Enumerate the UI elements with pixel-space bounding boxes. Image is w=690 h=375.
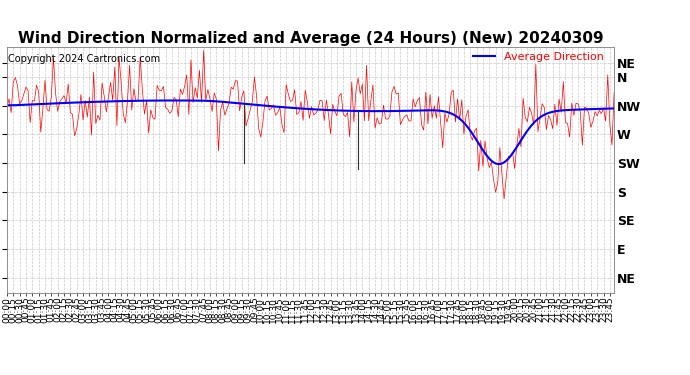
- Text: Copyright 2024 Cartronics.com: Copyright 2024 Cartronics.com: [8, 54, 160, 64]
- Legend: Average Direction: Average Direction: [469, 48, 609, 66]
- Title: Wind Direction Normalized and Average (24 Hours) (New) 20240309: Wind Direction Normalized and Average (2…: [18, 31, 603, 46]
